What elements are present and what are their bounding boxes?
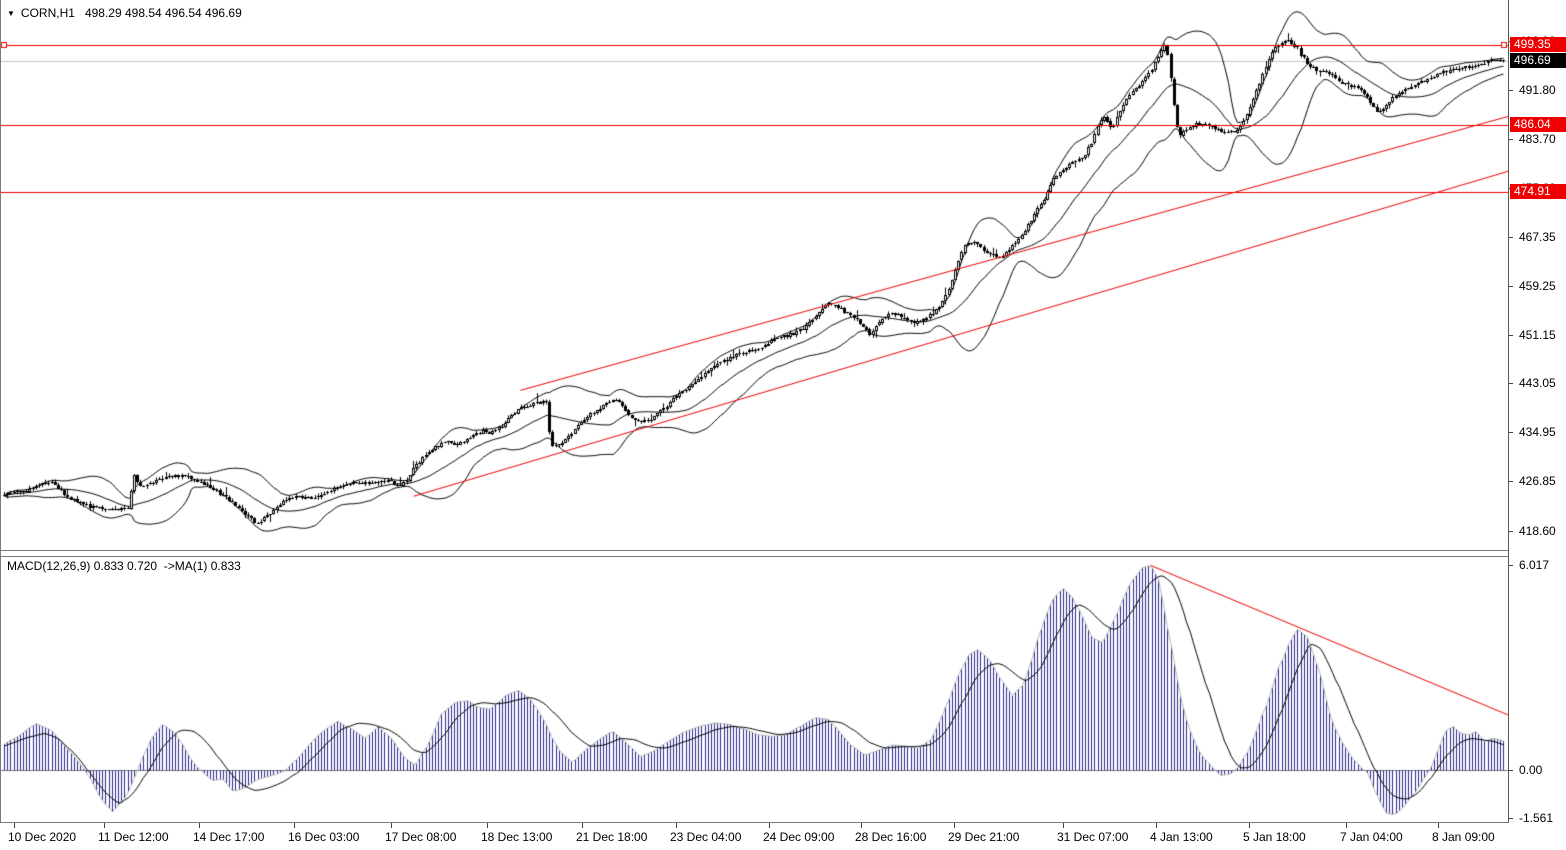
macd-tick-mark [1509,770,1513,771]
macd-pane-top-border [0,556,1509,557]
time-label: 16 Dec 03:00 [288,830,360,844]
time-label: 10 Dec 2020 [8,830,77,844]
macd-tick-label: -1.561 [1519,811,1554,825]
time-label: 8 Jan 09:00 [1432,830,1495,844]
macd-tick-mark [1509,565,1513,566]
macd-tick-label: 6.017 [1519,558,1550,572]
current-price-badge: 496.69 [1510,53,1566,68]
time-tick-mark [676,823,677,828]
price-tick-label: 459.25 [1519,279,1556,293]
time-label: 11 Dec 12:00 [98,830,169,844]
price-tick-label: 467.35 [1519,230,1556,244]
time-label: 17 Dec 08:00 [385,830,457,844]
price-tick-mark [1509,335,1513,336]
price-tick-mark [1509,286,1513,287]
level-price-badge: 486.04 [1510,117,1566,132]
time-label: 4 Jan 13:00 [1150,830,1213,844]
time-tick-mark [1346,823,1347,828]
symbol-ohlc-values: 498.29 498.54 496.54 496.69 [84,6,242,20]
level-price-badge: 474.91 [1510,184,1566,199]
price-tick-mark [1509,383,1513,384]
symbol-header[interactable]: ▼ CORN,H1 498.29 498.54 496.54 496.69 [7,6,242,20]
time-label: 23 Dec 04:00 [670,830,742,844]
time-tick-mark [294,823,295,828]
pane-left-border [0,0,1,822]
price-pane-bottom-border [0,550,1509,551]
time-label: 18 Dec 13:00 [481,830,553,844]
price-tick-mark [1509,90,1513,91]
time-tick-mark [1438,823,1439,828]
time-label: 5 Jan 18:00 [1243,830,1306,844]
price-pane-canvas[interactable] [0,0,1509,550]
price-tick-label: 426.85 [1519,474,1556,488]
time-tick-mark [769,823,770,828]
time-tick-mark [104,823,105,828]
price-tick-mark [1509,139,1513,140]
time-label: 7 Jan 04:00 [1340,830,1403,844]
time-tick-mark [1249,823,1250,828]
time-tick-mark [1063,823,1064,828]
symbol-name: CORN,H1 [20,6,75,20]
axis-border [1508,0,1509,822]
macd-indicator-label: MACD(12,26,9) 0.833 0.720 ->MA(1) 0.833 [7,559,241,573]
symbol-dropdown-icon[interactable]: ▼ [7,9,15,18]
time-label: 14 Dec 17:00 [193,830,265,844]
price-tick-label: 434.95 [1519,425,1556,439]
time-tick-mark [1156,823,1157,828]
time-tick-mark [391,823,392,828]
price-tick-label: 418.60 [1519,524,1556,538]
price-tick-mark [1509,432,1513,433]
time-label: 29 Dec 21:00 [948,830,1020,844]
time-tick-mark [487,823,488,828]
price-tick-label: 483.70 [1519,132,1556,146]
time-label: 24 Dec 09:00 [763,830,835,844]
price-tick-label: 491.80 [1519,83,1556,97]
price-tick-label: 451.15 [1519,328,1556,342]
time-tick-mark [954,823,955,828]
time-label: 21 Dec 18:00 [576,830,648,844]
price-tick-mark [1509,237,1513,238]
macd-pane-bottom-border [0,822,1509,823]
macd-pane-canvas[interactable] [0,556,1509,822]
macd-tick-mark [1509,818,1513,819]
time-label: 31 Dec 07:00 [1057,830,1129,844]
level-price-badge: 499.35 [1510,37,1566,52]
price-tick-label: 443.05 [1519,376,1556,390]
time-tick-mark [14,823,15,828]
macd-tick-label: 0.00 [1519,763,1543,777]
time-tick-mark [199,823,200,828]
time-tick-mark [582,823,583,828]
time-tick-mark [861,823,862,828]
price-tick-mark [1509,531,1513,532]
price-tick-mark [1509,481,1513,482]
time-label: 28 Dec 16:00 [855,830,927,844]
